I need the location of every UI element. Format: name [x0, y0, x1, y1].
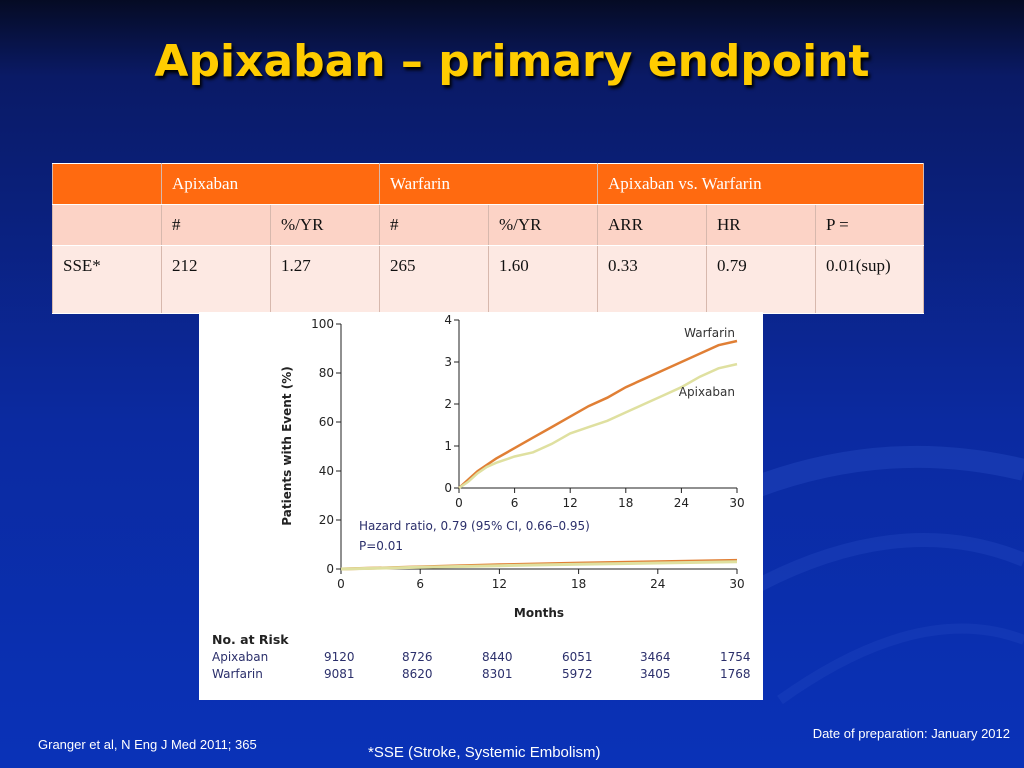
risk-value: 5972: [562, 667, 593, 681]
table-header-cell: [52, 163, 162, 205]
table-subheader-cell: %/YR: [270, 204, 380, 246]
risk-value: 8620: [402, 667, 433, 681]
table-cell: SSE*: [52, 245, 162, 314]
risk-table-title: No. at Risk: [212, 632, 289, 647]
risk-row: Apixaban 9120 8726 8440 6051 3464 1754: [212, 650, 752, 667]
y-tick-label: 3: [444, 355, 452, 369]
kaplan-meier-figure: 0 20 40 60 80 100 0 6 12 18 24 30 0 1 2 3 4 0 6 12 18 24 30 War…: [199, 312, 763, 700]
series-label-apixaban: Apixaban: [679, 385, 735, 399]
x-tick-label: 30: [729, 496, 744, 510]
table-cell: 212: [161, 245, 271, 314]
x-tick-label: 0: [337, 577, 345, 591]
y-tick-label: 60: [319, 415, 334, 429]
x-tick-label: 18: [618, 496, 633, 510]
table-cell: 0.33: [597, 245, 707, 314]
risk-value: 8301: [482, 667, 513, 681]
risk-value: 9081: [324, 667, 355, 681]
hazard-ratio-annotation: Hazard ratio, 0.79 (95% CI, 0.66–0.95): [359, 519, 590, 533]
table-subheader-cell: #: [161, 204, 271, 246]
risk-value: 8440: [482, 650, 513, 664]
x-axis-title: Months: [514, 606, 564, 620]
table-header-cell: Apixaban vs. Warfarin: [597, 163, 924, 205]
footnote: *SSE (Stroke, Systemic Embolism): [368, 744, 601, 761]
citation: Granger et al, N Eng J Med 2011; 365: [38, 737, 257, 752]
table-cell: 0.01(sup): [815, 245, 924, 314]
x-tick-label: 30: [729, 577, 744, 591]
table-header-row: Apixaban Warfarin Apixaban vs. Warfarin: [52, 163, 924, 205]
y-axis-title: Patients with Event (%): [280, 366, 294, 525]
y-tick-label: 0: [444, 481, 452, 495]
risk-value: 6051: [562, 650, 593, 664]
table-header-cell: Warfarin: [379, 163, 598, 205]
risk-value: 3464: [640, 650, 671, 664]
table-cell: 0.79: [706, 245, 816, 314]
table-cell: 1.60: [488, 245, 598, 314]
x-tick-label: 0: [455, 496, 463, 510]
risk-value: 1768: [720, 667, 751, 681]
series-label-warfarin: Warfarin: [684, 326, 735, 340]
x-tick-label: 24: [674, 496, 689, 510]
risk-value: 1754: [720, 650, 751, 664]
risk-value: 8726: [402, 650, 433, 664]
x-tick-label: 12: [492, 577, 507, 591]
p-value-annotation: P=0.01: [359, 539, 403, 553]
results-table: Apixaban Warfarin Apixaban vs. Warfarin …: [52, 163, 924, 314]
table-cell: 1.27: [270, 245, 380, 314]
date-of-preparation: Date of preparation: January 2012: [812, 726, 1010, 741]
table-row: SSE* 212 1.27 265 1.60 0.33 0.79 0.01(su…: [52, 245, 924, 314]
series-line-apixaban: [340, 560, 738, 571]
y-tick-label: 80: [319, 366, 334, 380]
y-tick-label: 4: [444, 313, 452, 327]
risk-value: 9120: [324, 650, 355, 664]
table-cell: 265: [379, 245, 489, 314]
risk-row: Warfarin 9081 8620 8301 5972 3405 1768: [212, 667, 752, 684]
y-tick-label: 20: [319, 513, 334, 527]
risk-row-label: Apixaban: [212, 650, 269, 664]
risk-row-label: Warfarin: [212, 667, 263, 681]
slide-title: Apixaban – primary endpoint: [154, 36, 870, 87]
table-subheader-row: # %/YR # %/YR ARR HR P =: [52, 204, 924, 246]
x-tick-label: 18: [571, 577, 586, 591]
risk-table: No. at Risk Apixaban 9120 8726 8440 6051…: [212, 632, 752, 684]
y-tick-label: 100: [311, 317, 334, 331]
y-tick-label: 2: [444, 397, 452, 411]
table-header-cell: Apixaban: [161, 163, 380, 205]
x-tick-label: 6: [511, 496, 519, 510]
risk-value: 3405: [640, 667, 671, 681]
x-tick-label: 6: [416, 577, 424, 591]
y-tick-label: 0: [326, 562, 334, 576]
y-tick-label: 40: [319, 464, 334, 478]
table-subheader-cell: [52, 204, 162, 246]
x-tick-label: 24: [650, 577, 665, 591]
table-subheader-cell: #: [379, 204, 489, 246]
table-subheader-cell: HR: [706, 204, 816, 246]
series-line-warfarin: [458, 339, 738, 489]
table-subheader-cell: ARR: [597, 204, 707, 246]
series-line-apixaban: [458, 362, 738, 490]
table-subheader-cell: P =: [815, 204, 924, 246]
y-tick-label: 1: [444, 439, 452, 453]
x-tick-label: 12: [563, 496, 578, 510]
table-subheader-cell: %/YR: [488, 204, 598, 246]
